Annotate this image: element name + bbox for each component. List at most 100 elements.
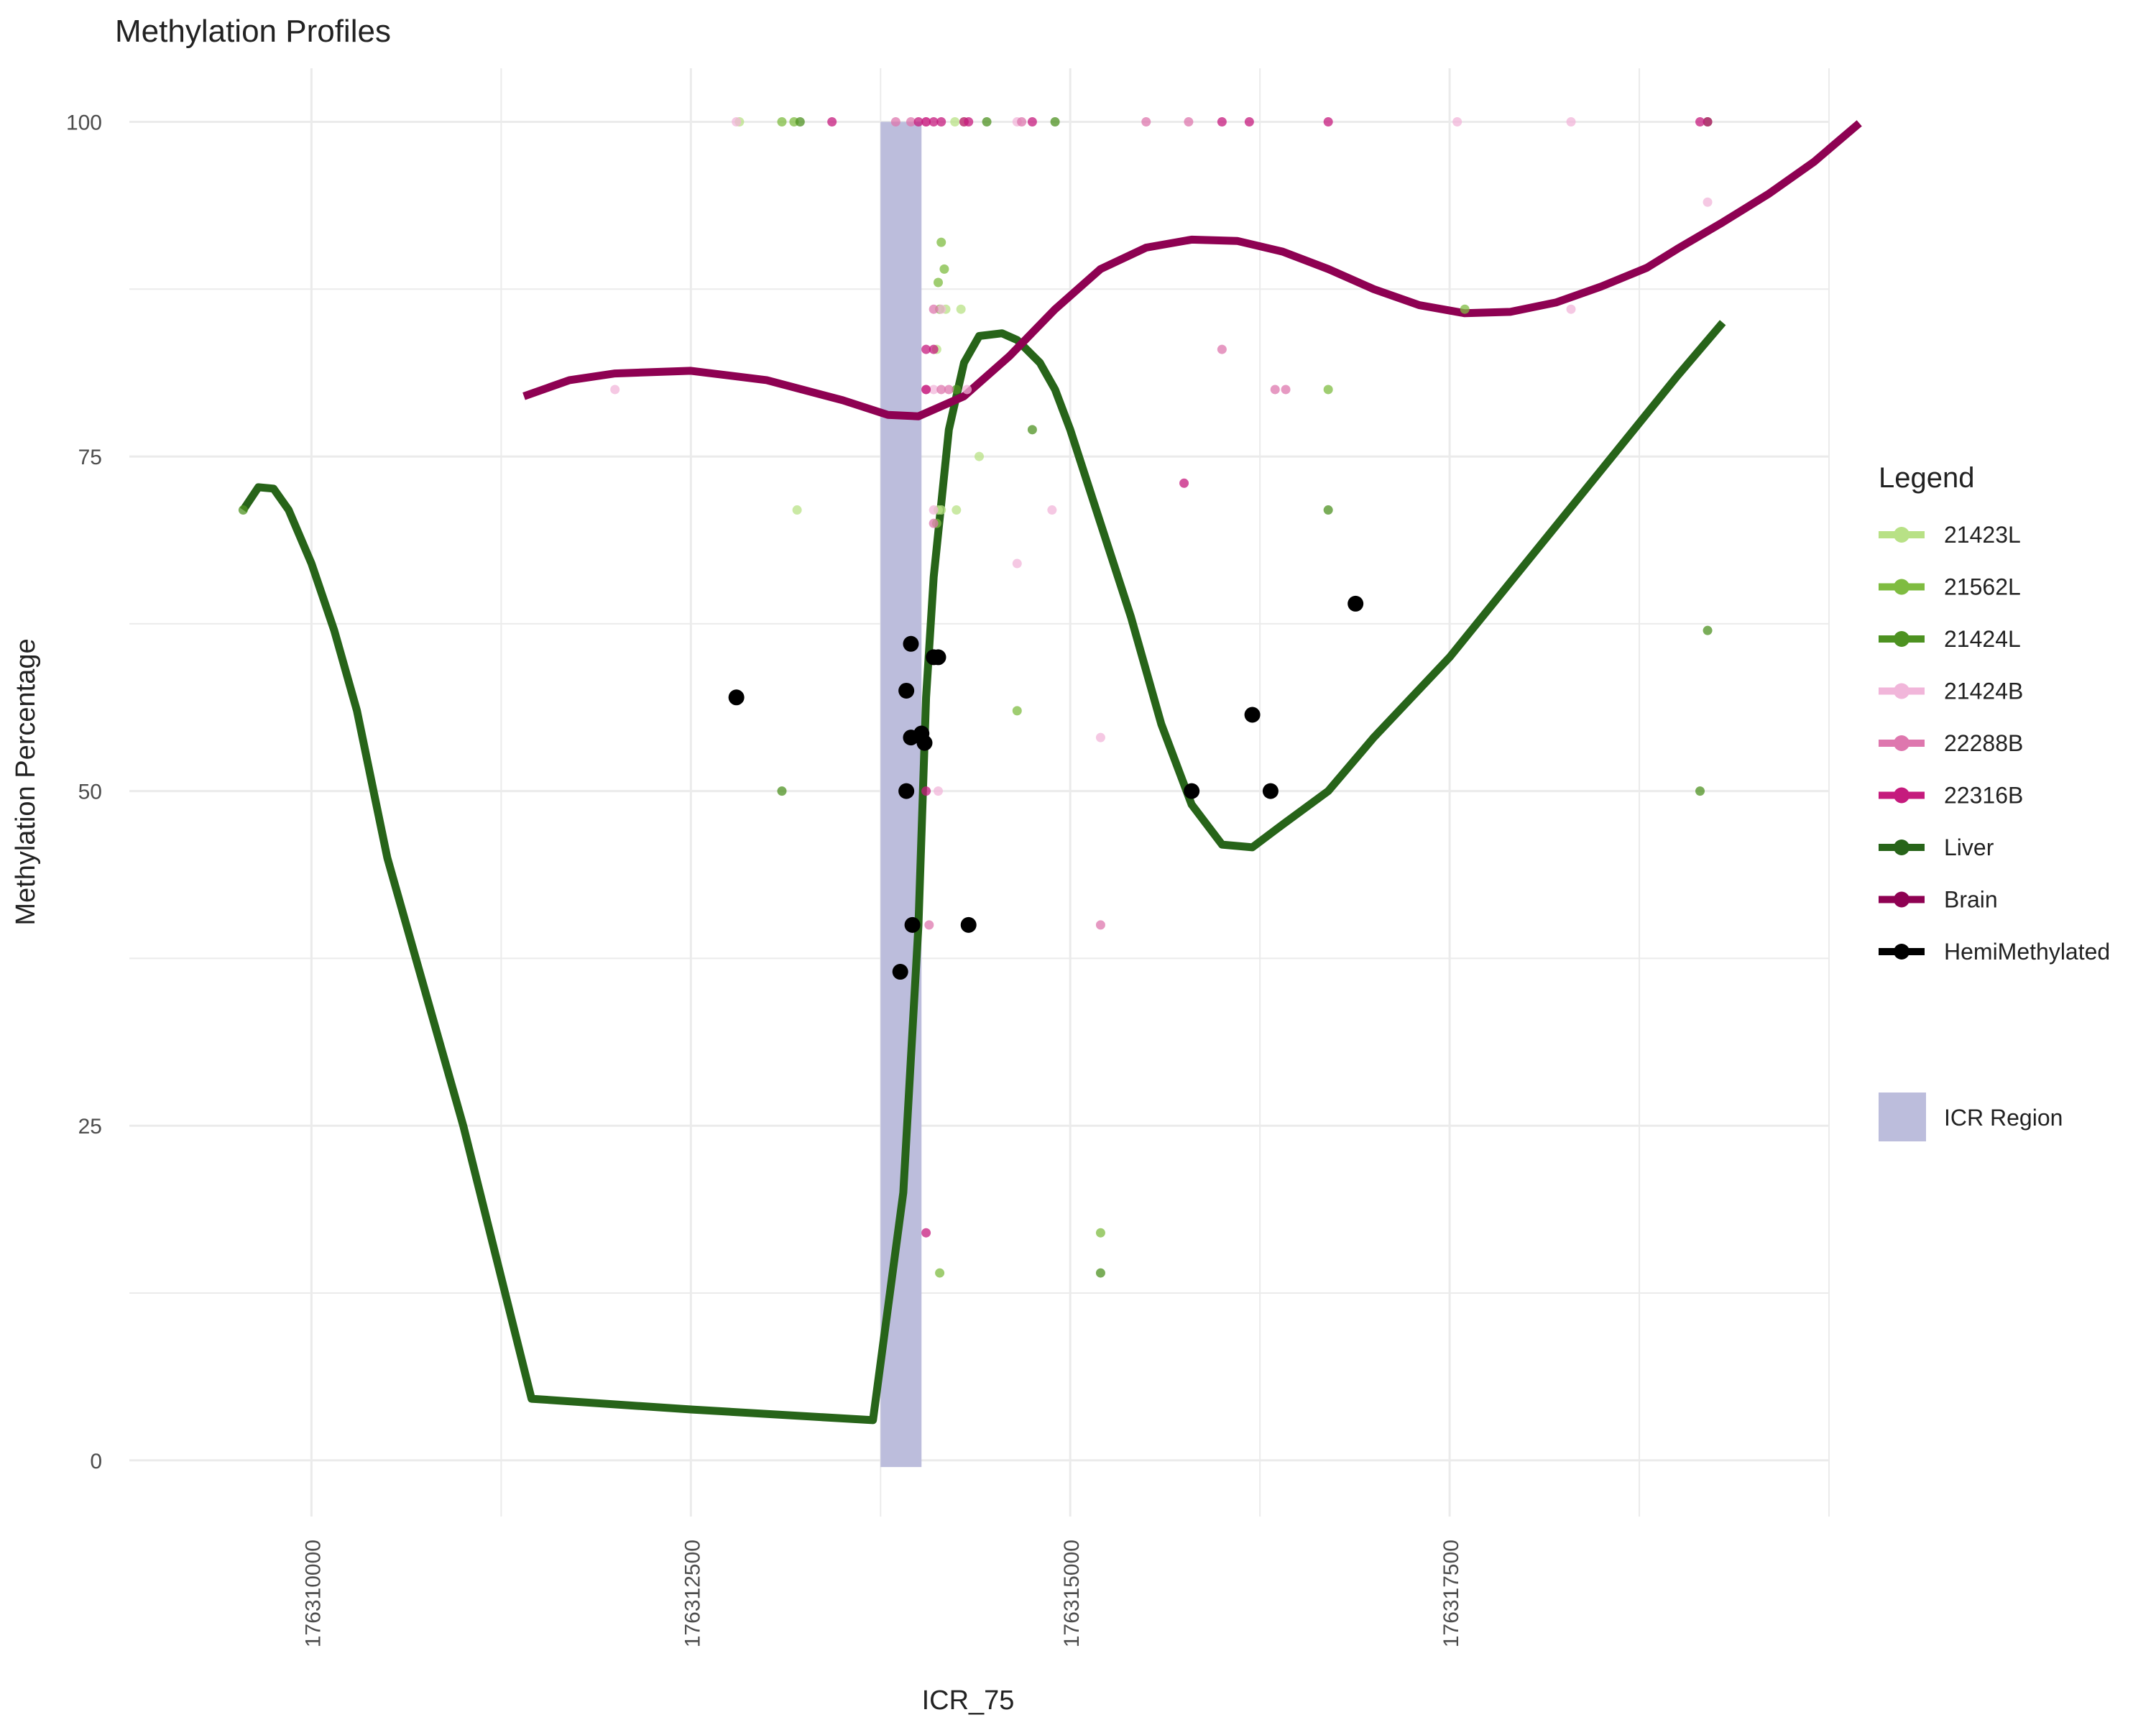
point-22316b: [1703, 116, 1713, 126]
legend-label: 22288B: [1944, 730, 2023, 756]
point-21424b: [732, 116, 742, 126]
point-21562l: [939, 264, 949, 274]
point-21424b: [962, 385, 972, 395]
point-hemimethylated: [1262, 783, 1279, 799]
grid-lines: [129, 68, 1830, 1517]
point-22288b: [1017, 116, 1027, 126]
legend-label: 21424B: [1944, 678, 2023, 704]
point-22316b: [1244, 116, 1254, 126]
point-21424l: [1095, 1268, 1105, 1278]
point-21423l: [952, 505, 962, 515]
point-21424l: [1050, 116, 1060, 126]
point-21424b: [1566, 116, 1576, 126]
point-22316b: [913, 116, 923, 126]
point-22288b: [1184, 116, 1194, 126]
point-21562l: [777, 116, 787, 126]
point-hemimethylated: [728, 689, 745, 706]
x-tick-label: 176312500: [681, 1540, 704, 1647]
series-line-brain: [522, 120, 1862, 420]
point-22316b: [929, 344, 939, 354]
point-hemimethylated: [1244, 707, 1261, 723]
legend-key-point: [1894, 683, 1909, 699]
point-21424b: [610, 385, 620, 395]
point-21424b: [1452, 116, 1462, 126]
legend-key-point: [1894, 527, 1909, 543]
point-hemimethylated: [892, 964, 908, 980]
point-21424l: [952, 385, 962, 395]
x-axis-label: ICR_75: [922, 1685, 1015, 1716]
point-21424b: [1566, 304, 1576, 314]
y-tick-label: 75: [78, 446, 102, 469]
point-21424l: [238, 505, 248, 515]
point-21424l: [1695, 786, 1705, 796]
point-21424b: [1095, 732, 1105, 742]
point-22316b: [921, 385, 931, 395]
point-hemimethylated: [903, 635, 919, 652]
point-22288b: [1095, 920, 1105, 930]
x-tick-label: 176317500: [1439, 1540, 1463, 1647]
chart-title: Methylation Profiles: [115, 14, 391, 49]
series-lines: [239, 120, 1862, 1425]
point-21423l: [975, 451, 984, 461]
point-21424b: [929, 505, 939, 515]
x-tick-label: 176310000: [301, 1540, 325, 1647]
legend-label: HemiMethylated: [1944, 939, 2110, 965]
point-hemimethylated: [898, 783, 915, 799]
point-hemimethylated: [960, 916, 977, 933]
point-22288b: [1141, 116, 1151, 126]
point-21424b: [1012, 558, 1022, 569]
x-tick-label: 176315000: [1060, 1540, 1084, 1647]
point-21424l: [1703, 625, 1713, 635]
legend-label: Liver: [1944, 834, 1994, 860]
point-22288b: [929, 518, 939, 528]
point-22316b: [921, 344, 931, 354]
point-22316b: [827, 116, 837, 126]
point-21424b: [936, 304, 946, 314]
point-21424b: [1703, 197, 1713, 207]
point-21424b: [929, 385, 939, 395]
series-points: [238, 116, 1713, 1278]
point-22288b: [906, 116, 916, 126]
point-22316b: [936, 116, 946, 126]
point-22316b: [1695, 116, 1705, 126]
point-21562l: [936, 237, 946, 247]
legend-label: 21562L: [1944, 574, 2021, 600]
series-line-liver: [239, 320, 1726, 1425]
point-22316b: [921, 116, 931, 126]
legend: Legend 21423L 21562L 21424L 21424B 22288B 223…: [1879, 462, 2110, 1141]
legend-label: 22316B: [1944, 783, 2023, 809]
legend-key-point: [1894, 579, 1909, 595]
point-22288b: [936, 385, 946, 395]
point-22288b: [1281, 385, 1291, 395]
point-hemimethylated: [904, 916, 921, 933]
point-21562l: [1323, 385, 1333, 395]
legend-key-point: [1894, 840, 1909, 855]
legend-key-point: [1894, 944, 1909, 960]
point-22316b: [921, 786, 931, 796]
legend-label-icr: ICR Region: [1944, 1105, 2063, 1131]
point-22288b: [944, 385, 954, 395]
legend-label: 21424L: [1944, 626, 2021, 652]
point-21424l: [1323, 505, 1333, 515]
point-hemimethylated: [916, 735, 933, 751]
point-21424b: [933, 786, 943, 796]
y-tick-label: 50: [78, 781, 102, 804]
axis-labels: 0 25 50 75 100 176310000 176312500 176315000 176…: [66, 111, 1463, 1647]
point-22316b: [964, 116, 974, 126]
legend-key-icr: [1879, 1092, 1926, 1141]
legend-key-point: [1894, 631, 1909, 647]
legend-key-point: [1894, 891, 1909, 908]
y-tick-label: 0: [90, 1450, 102, 1473]
y-axis-label: Methylation Percentage: [11, 638, 41, 925]
point-22288b: [1270, 385, 1280, 395]
point-21562l: [1012, 706, 1022, 716]
point-hemimethylated: [1348, 595, 1364, 612]
legend-key-point: [1894, 787, 1909, 804]
point-22316b: [1217, 116, 1227, 126]
point-21424l: [795, 116, 805, 126]
point-21423l: [956, 304, 966, 314]
point-21424l: [982, 116, 992, 126]
point-22316b: [929, 116, 939, 126]
point-hemimethylated: [898, 682, 915, 699]
